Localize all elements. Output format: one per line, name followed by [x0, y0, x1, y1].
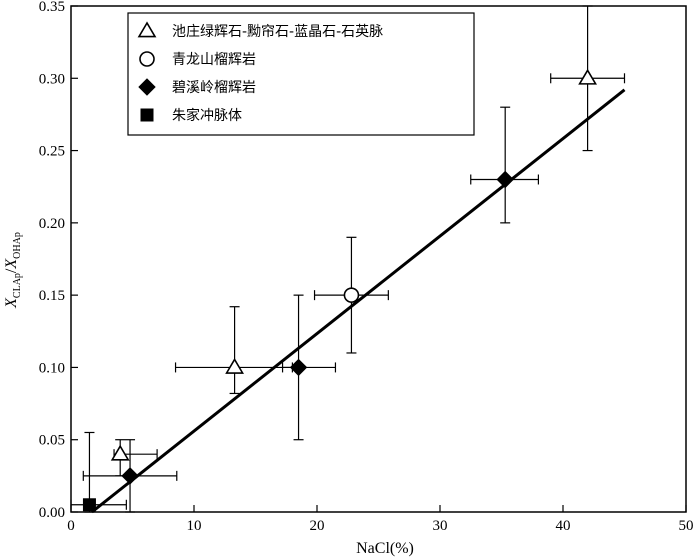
legend-marker	[139, 51, 155, 67]
x-tick-label: 20	[310, 518, 325, 534]
x-tick-label: 40	[556, 518, 571, 534]
legend-label: 池庄绿辉石-黝帘石-蓝晶石-石英脉	[172, 23, 383, 40]
x-tick-label: 10	[187, 518, 202, 534]
data-point	[496, 170, 514, 189]
legend-marker	[138, 78, 156, 96]
legend-label: 朱家冲脉体	[172, 107, 242, 124]
data-point	[343, 287, 360, 303]
legend-label: 碧溪岭榴辉岩	[172, 80, 256, 96]
regression-line	[90, 88, 626, 514]
x-axis-ticks: 0 10 20 30 40 50	[67, 505, 694, 534]
error-bar	[70, 431, 127, 513]
y-tick-label: 0.20	[39, 216, 65, 232]
legend-item: 碧溪岭榴辉岩	[138, 78, 256, 96]
data-point	[289, 358, 308, 377]
data-point	[110, 444, 130, 461]
y-tick-label: 0.30	[39, 71, 65, 87]
y-tick-label: 0.00	[39, 505, 65, 521]
data-point	[121, 467, 139, 485]
x-tick-label: 0	[67, 518, 75, 534]
y-tick-label: 0.10	[39, 360, 65, 376]
legend-label: 青龙山榴辉岩	[172, 52, 256, 68]
x-tick-label: 50	[679, 518, 694, 534]
y-tick-label: 0.35	[39, 0, 65, 15]
y-tick-label: 0.05	[39, 433, 65, 449]
legend-item: 青龙山榴辉岩	[139, 51, 256, 68]
y-tick-label: 0.15	[39, 288, 65, 304]
data-markers	[82, 68, 597, 512]
legend-marker	[140, 108, 154, 122]
error-bar	[174, 306, 293, 395]
legend-item: 朱家冲脉体	[140, 107, 242, 124]
y-axis-title: XCLAp/XOHAp	[3, 232, 23, 309]
legend-box	[127, 12, 475, 136]
data-point	[578, 68, 597, 85]
legend-marker	[137, 21, 157, 38]
fit-line	[90, 88, 626, 514]
legend-item: 池庄绿辉石-黝帘石-蓝晶石-石英脉	[137, 21, 383, 40]
plot-frame	[70, 5, 687, 513]
data-point	[82, 498, 96, 512]
data-point	[225, 357, 244, 374]
y-axis-ticks: 0.00 0.05 0.10 0.15 0.20 0.25 0.30 0.35	[39, 0, 78, 521]
x-axis-title: NaCl(%)	[356, 540, 414, 557]
y-tick-label: 0.25	[39, 144, 65, 160]
x-tick-label: 30	[433, 518, 448, 534]
